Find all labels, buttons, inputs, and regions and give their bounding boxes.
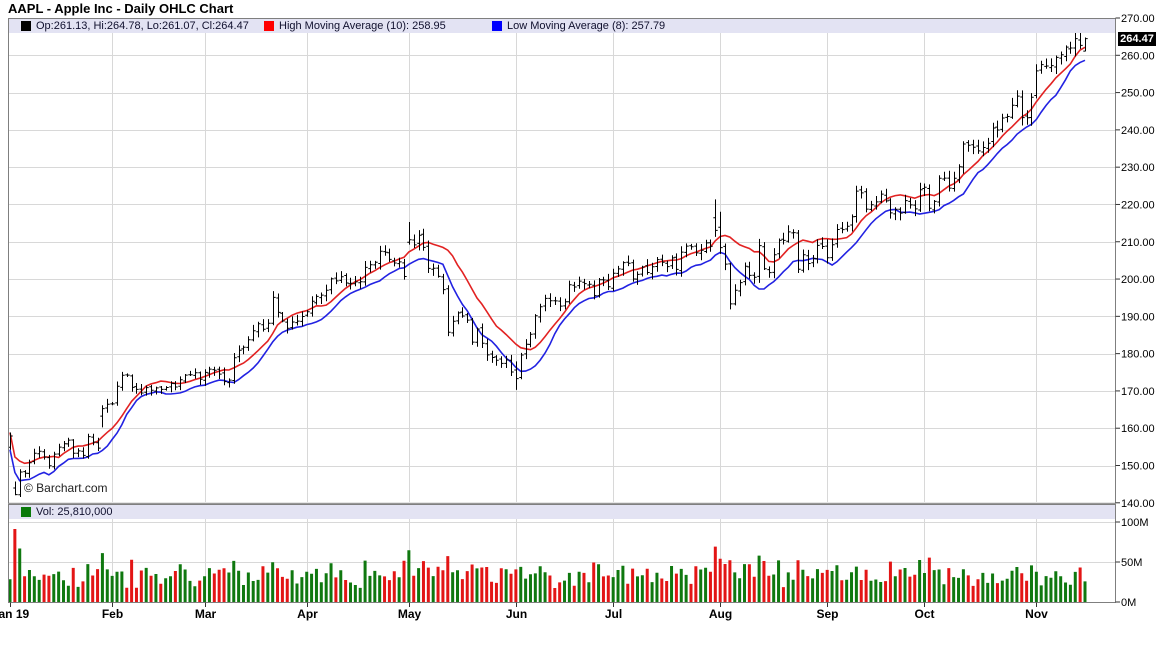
price-axis-label: 180.00 — [1121, 349, 1155, 361]
legend-item-low-ma: Low Moving Average (8): 257.79 — [492, 20, 665, 32]
price-axis-label: 150.00 — [1121, 461, 1155, 473]
price-axis-label: 160.00 — [1121, 423, 1155, 435]
month-label: Sep — [816, 607, 838, 621]
gridlines — [9, 19, 1115, 601]
price-axis-label: 260.00 — [1121, 50, 1155, 62]
volume-bars-up — [8, 548, 1087, 602]
legend-item-volume: Vol: 25,810,000 — [21, 506, 112, 518]
volume-axis-label: 50M — [1121, 557, 1142, 569]
month-label: Jan 19 — [0, 607, 30, 621]
price-plot-area[interactable] — [9, 18, 1115, 503]
legend-item-ohlc: Op:261.13, Hi:264.78, Lo:261.07, Cl:264.… — [21, 20, 249, 32]
month-label: Apr — [297, 607, 318, 621]
month-label: Nov — [1025, 607, 1048, 621]
price-axis-label: 140.00 — [1121, 498, 1155, 510]
volume-axis-label: 100M — [1121, 517, 1149, 529]
price-axis-label: 230.00 — [1121, 162, 1155, 174]
ohlc-bars — [8, 31, 1088, 497]
price-axis-label: 200.00 — [1121, 274, 1155, 286]
price-axis-label: 170.00 — [1121, 386, 1155, 398]
month-label: May — [398, 607, 422, 621]
volume-legend-strip: Vol: 25,810,000 — [9, 505, 1115, 519]
month-label: Jun — [506, 607, 527, 621]
low-ma-swatch-icon — [492, 21, 502, 31]
volume-legend-label: Vol: 25,810,000 — [36, 506, 113, 518]
month-label: Mar — [195, 607, 217, 621]
legend-item-high-ma: High Moving Average (10): 258.95 — [264, 20, 446, 32]
price-axis-label: 190.00 — [1121, 311, 1155, 323]
month-label: Feb — [102, 607, 123, 621]
price-axis-label: 210.00 — [1121, 237, 1155, 249]
page-title: AAPL - Apple Inc - Daily OHLC Chart — [8, 1, 234, 16]
last-price-box: 264.47 — [1118, 32, 1156, 46]
month-label: Oct — [914, 607, 934, 621]
barchart-copyright: © Barchart.com — [24, 481, 108, 495]
volume-plot-area[interactable] — [9, 505, 1115, 602]
price-axis-label: 220.00 — [1121, 199, 1155, 211]
ohlc-legend-label: Op:261.13, Hi:264.78, Lo:261.07, Cl:264.… — [36, 20, 249, 32]
price-axis-label: 250.00 — [1121, 88, 1155, 100]
month-label: Aug — [709, 607, 732, 621]
price-legend-strip: Op:261.13, Hi:264.78, Lo:261.07, Cl:264.… — [9, 19, 1115, 33]
volume-panel-border — [8, 504, 1116, 603]
volume-axis-label: 0M — [1121, 597, 1136, 609]
price-axis-label: 240.00 — [1121, 125, 1155, 137]
month-label: Jul — [605, 607, 622, 621]
low-ma-legend-label: Low Moving Average (8): 257.79 — [507, 20, 666, 32]
volume-swatch-icon — [21, 507, 31, 517]
price-panel-border — [8, 18, 1116, 504]
high-ma-swatch-icon — [264, 21, 274, 31]
price-axis-label: 270.00 — [1121, 13, 1155, 25]
ohlc-swatch-icon — [21, 21, 31, 31]
high-ma-legend-label: High Moving Average (10): 258.95 — [279, 20, 446, 32]
axes: 270.00 260.00 250.00 240.00 230.00 220.00 210.… — [0, 13, 1155, 621]
